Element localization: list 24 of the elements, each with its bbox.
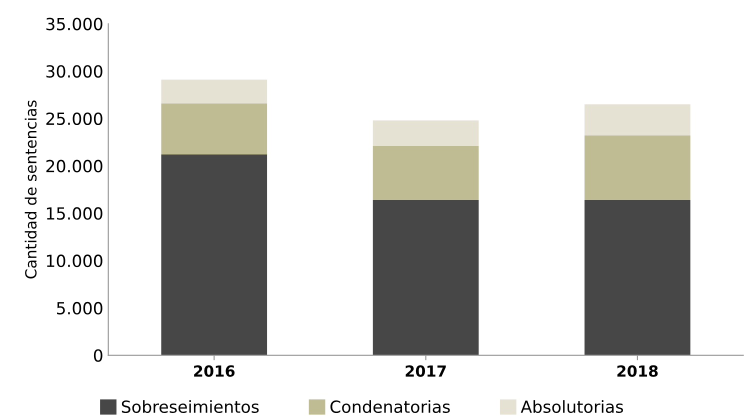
y-tick-label: 30.000 — [46, 65, 102, 78]
bar — [584, 104, 690, 136]
x-tick-label: 2017 — [406, 365, 446, 377]
bar — [584, 136, 690, 200]
bar — [161, 154, 268, 356]
bar — [372, 146, 479, 200]
bar — [372, 120, 479, 146]
legend-label: Absolutorias — [520, 400, 624, 414]
bar — [372, 200, 479, 356]
legend-label: Sobreseimientos — [122, 400, 259, 414]
y-tick-label: 15.000 — [46, 207, 102, 220]
bar — [161, 80, 268, 104]
y-axis-title: Cantidad de sentencias — [24, 100, 37, 278]
x-tick-label: 2018 — [617, 365, 658, 377]
y-tick-label: 35.000 — [46, 18, 102, 30]
y-tick-label: 5.000 — [57, 302, 102, 314]
y-tick-label: 0 — [94, 349, 102, 362]
y-tick-label: 10.000 — [46, 254, 102, 268]
y-tick-label: 25.000 — [46, 112, 102, 126]
legend-label: Condenatorias — [330, 400, 450, 414]
bar — [584, 200, 690, 356]
y-tick-label: 20.000 — [46, 160, 102, 172]
x-tick-label: 2016 — [194, 365, 235, 377]
bar — [161, 103, 268, 154]
